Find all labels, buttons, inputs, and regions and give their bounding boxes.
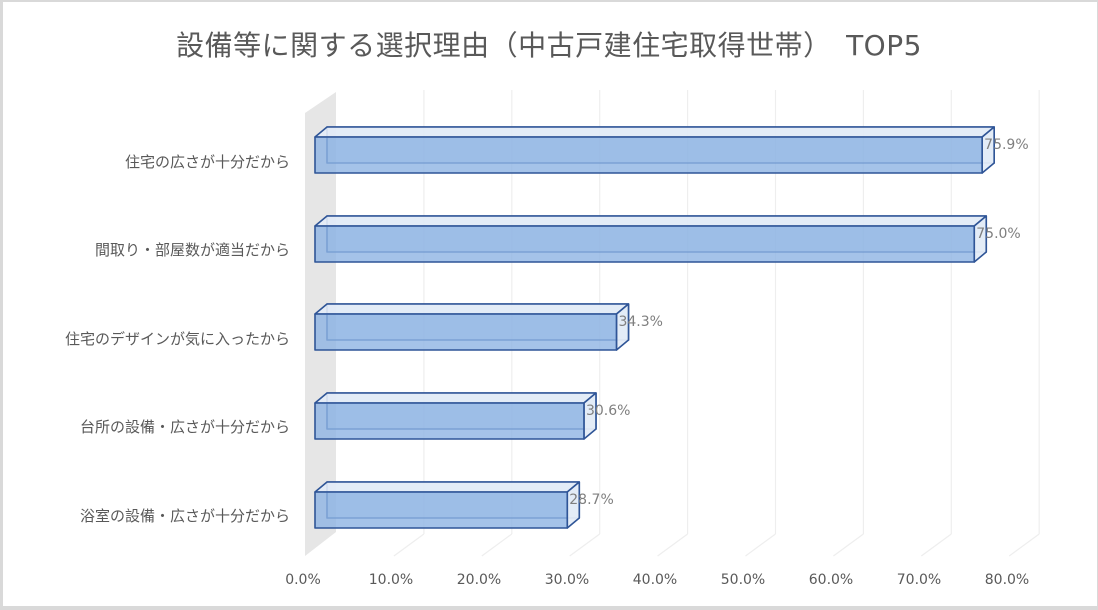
floor-gridline xyxy=(657,533,688,557)
floor-gridline xyxy=(1008,533,1040,557)
category-label: 住宅の広さが十分だから xyxy=(124,153,290,171)
x-tick-label: 20.0% xyxy=(456,572,502,588)
floor-gridline xyxy=(569,533,601,557)
floor-gridline xyxy=(481,533,513,557)
bars xyxy=(314,126,995,529)
category-label: 間取り・部屋数が適当だから xyxy=(94,241,290,259)
bar xyxy=(314,126,995,174)
category-label: 住宅のデザインが気に入ったから xyxy=(64,330,290,348)
chart-title: 設備等に関する選択理由（中古戸建住宅取得世帯） TOP5 xyxy=(176,29,922,62)
bar xyxy=(314,303,630,351)
bar xyxy=(314,481,581,529)
x-tick-label: 60.0% xyxy=(808,572,854,588)
bar xyxy=(314,392,597,440)
x-tick-label: 70.0% xyxy=(896,572,942,588)
floor-gridline xyxy=(920,533,952,557)
floor-gridline xyxy=(393,533,425,557)
data-label: 34.3% xyxy=(618,314,663,330)
x-tick-label: 50.0% xyxy=(720,572,766,588)
data-label: 75.0% xyxy=(976,226,1021,242)
data-label: 75.9% xyxy=(984,137,1029,153)
category-label: 台所の設備・広さが十分だから xyxy=(79,418,290,436)
bar xyxy=(314,215,988,263)
data-label: 28.7% xyxy=(569,492,614,508)
x-tick-label: 0.0% xyxy=(285,572,321,588)
floor-gridline xyxy=(745,533,776,557)
x-tick-label: 30.0% xyxy=(544,572,590,588)
floor-gridline xyxy=(833,533,864,557)
x-tick-label: 40.0% xyxy=(632,572,678,588)
category-label: 浴室の設備・広さが十分だから xyxy=(79,507,290,525)
data-label: 30.6% xyxy=(585,403,631,419)
x-tick-label: 80.0% xyxy=(984,572,1030,588)
x-tick-label: 10.0% xyxy=(368,572,414,588)
